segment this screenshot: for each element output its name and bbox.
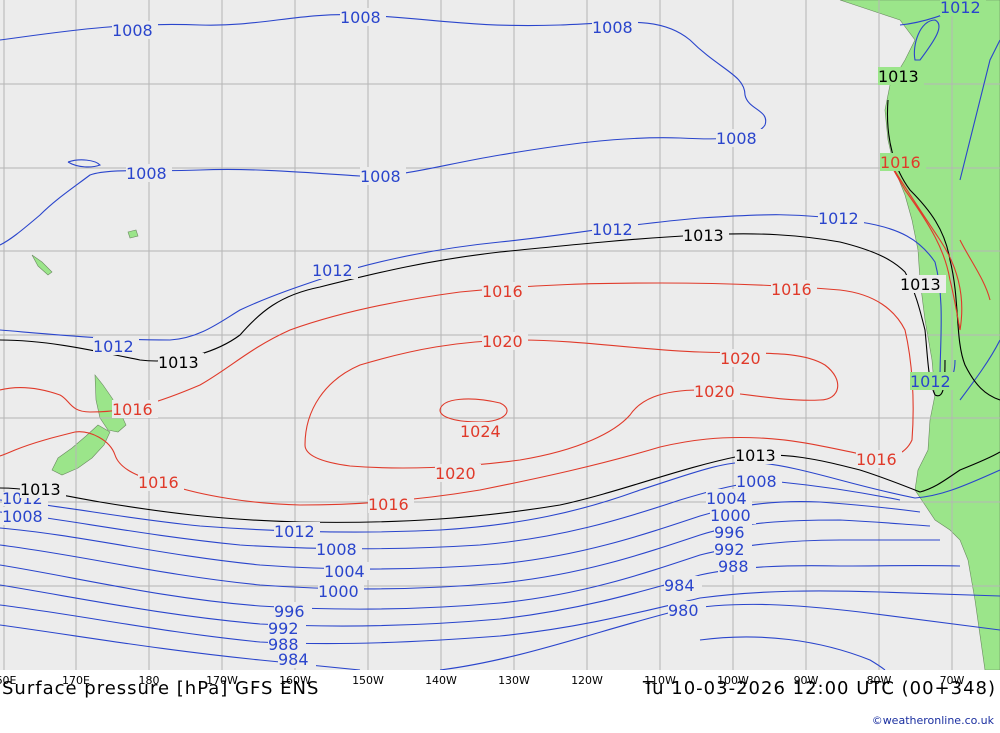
isobar-label-980: 980 <box>668 601 699 620</box>
isobar-label-1013: 1013 <box>683 226 724 245</box>
isobar-label-1016: 1016 <box>482 282 523 301</box>
isobar-label-1013: 1013 <box>878 67 919 86</box>
isobar-label-1004: 1004 <box>706 489 747 508</box>
fiji-island <box>127 229 139 239</box>
isobar-label-1008: 1008 <box>112 21 153 40</box>
credit-link[interactable]: ©weatheronline.co.uk <box>871 714 994 727</box>
isobar-label-1008: 1008 <box>126 164 167 183</box>
isobar-label-984: 984 <box>278 650 309 669</box>
valid-time: Tu 10-03-2026 12:00 UTC (00+348) <box>642 678 996 699</box>
isobar-label-1020: 1020 <box>435 464 476 483</box>
isobar-label-996: 996 <box>274 602 305 621</box>
isobar-label-992: 992 <box>714 540 745 559</box>
new-caledonia-island <box>31 254 53 276</box>
isobar-label-1012: 1012 <box>312 261 353 280</box>
lat-lon-grid <box>0 0 1000 670</box>
isobar-label-1013: 1013 <box>158 353 199 372</box>
isobar-label-988: 988 <box>718 557 749 576</box>
isobar-label-1012: 1012 <box>940 0 981 17</box>
isobar-label-988: 988 <box>268 635 299 654</box>
isobar-label-1013: 1013 <box>900 275 941 294</box>
isobar-label-1016: 1016 <box>138 473 179 492</box>
lon-tick: 120W <box>571 674 603 687</box>
lon-tick: 110W <box>644 674 676 687</box>
pressure-map: 1008 1008 1008 1008 1008 1008 1012 1012 … <box>0 0 1000 671</box>
lon-tick: 70W <box>939 674 965 687</box>
isobar-label-1020: 1020 <box>720 349 761 368</box>
lon-tick: 170E <box>62 674 90 687</box>
isobar-label-1016: 1016 <box>880 153 921 172</box>
lon-tick: 150W <box>352 674 384 687</box>
isobar-label-1008: 1008 <box>592 18 633 37</box>
isobar-label-1012: 1012 <box>818 209 859 228</box>
isobar-label-1008: 1008 <box>2 507 43 526</box>
isobars-low-south <box>0 461 1000 671</box>
isobar-label-984: 984 <box>664 576 695 595</box>
lon-tick: 100W <box>717 674 749 687</box>
isobar-label-1020: 1020 <box>482 332 523 351</box>
lon-tick: 170W <box>206 674 238 687</box>
isobar-label-1016: 1016 <box>771 280 812 299</box>
lon-tick: 130W <box>498 674 530 687</box>
isobar-label-1008: 1008 <box>716 129 757 148</box>
isobar-label-1008: 1008 <box>736 472 777 491</box>
lon-tick: 90W <box>793 674 819 687</box>
isobar-label-1024: 1024 <box>460 422 501 441</box>
isobar-label-1000: 1000 <box>318 582 359 601</box>
lon-tick: 60E <box>0 674 17 687</box>
isobar-label-1012: 1012 <box>910 372 951 391</box>
isobar-label-1016: 1016 <box>112 400 153 419</box>
isobar-label-992: 992 <box>268 619 299 638</box>
lon-tick: 140W <box>425 674 457 687</box>
map-title: Surface pressure [hPa] GFS ENS <box>2 678 320 699</box>
isobar-label-1008: 1008 <box>360 167 401 186</box>
isobar-label-1000: 1000 <box>710 506 751 525</box>
lon-tick: 180 <box>138 674 160 687</box>
isobar-label-1012: 1012 <box>592 220 633 239</box>
isobar-label-1008: 1008 <box>340 8 381 27</box>
isobar-label-1008: 1008 <box>316 540 357 559</box>
isobar-label-1016: 1016 <box>368 495 409 514</box>
isobar-labels: 1008 1008 1008 1008 1008 1008 1012 1012 … <box>2 0 986 669</box>
isobar-label-1012: 1012 <box>93 337 134 356</box>
isobar-label-1012: 1012 <box>274 522 315 541</box>
isobar-label-996: 996 <box>714 523 745 542</box>
lon-tick: 80W <box>866 674 892 687</box>
isobar-label-1013: 1013 <box>20 480 61 499</box>
map-canvas: 1008 1008 1008 1008 1008 1008 1012 1012 … <box>0 0 1000 671</box>
isobar-label-1013: 1013 <box>735 446 776 465</box>
isobar-label-1020: 1020 <box>694 382 735 401</box>
new-zealand-south-island <box>51 424 111 476</box>
isobar-label-1016: 1016 <box>856 450 897 469</box>
lon-tick: 160W <box>279 674 311 687</box>
isobar-label-1004: 1004 <box>324 562 365 581</box>
